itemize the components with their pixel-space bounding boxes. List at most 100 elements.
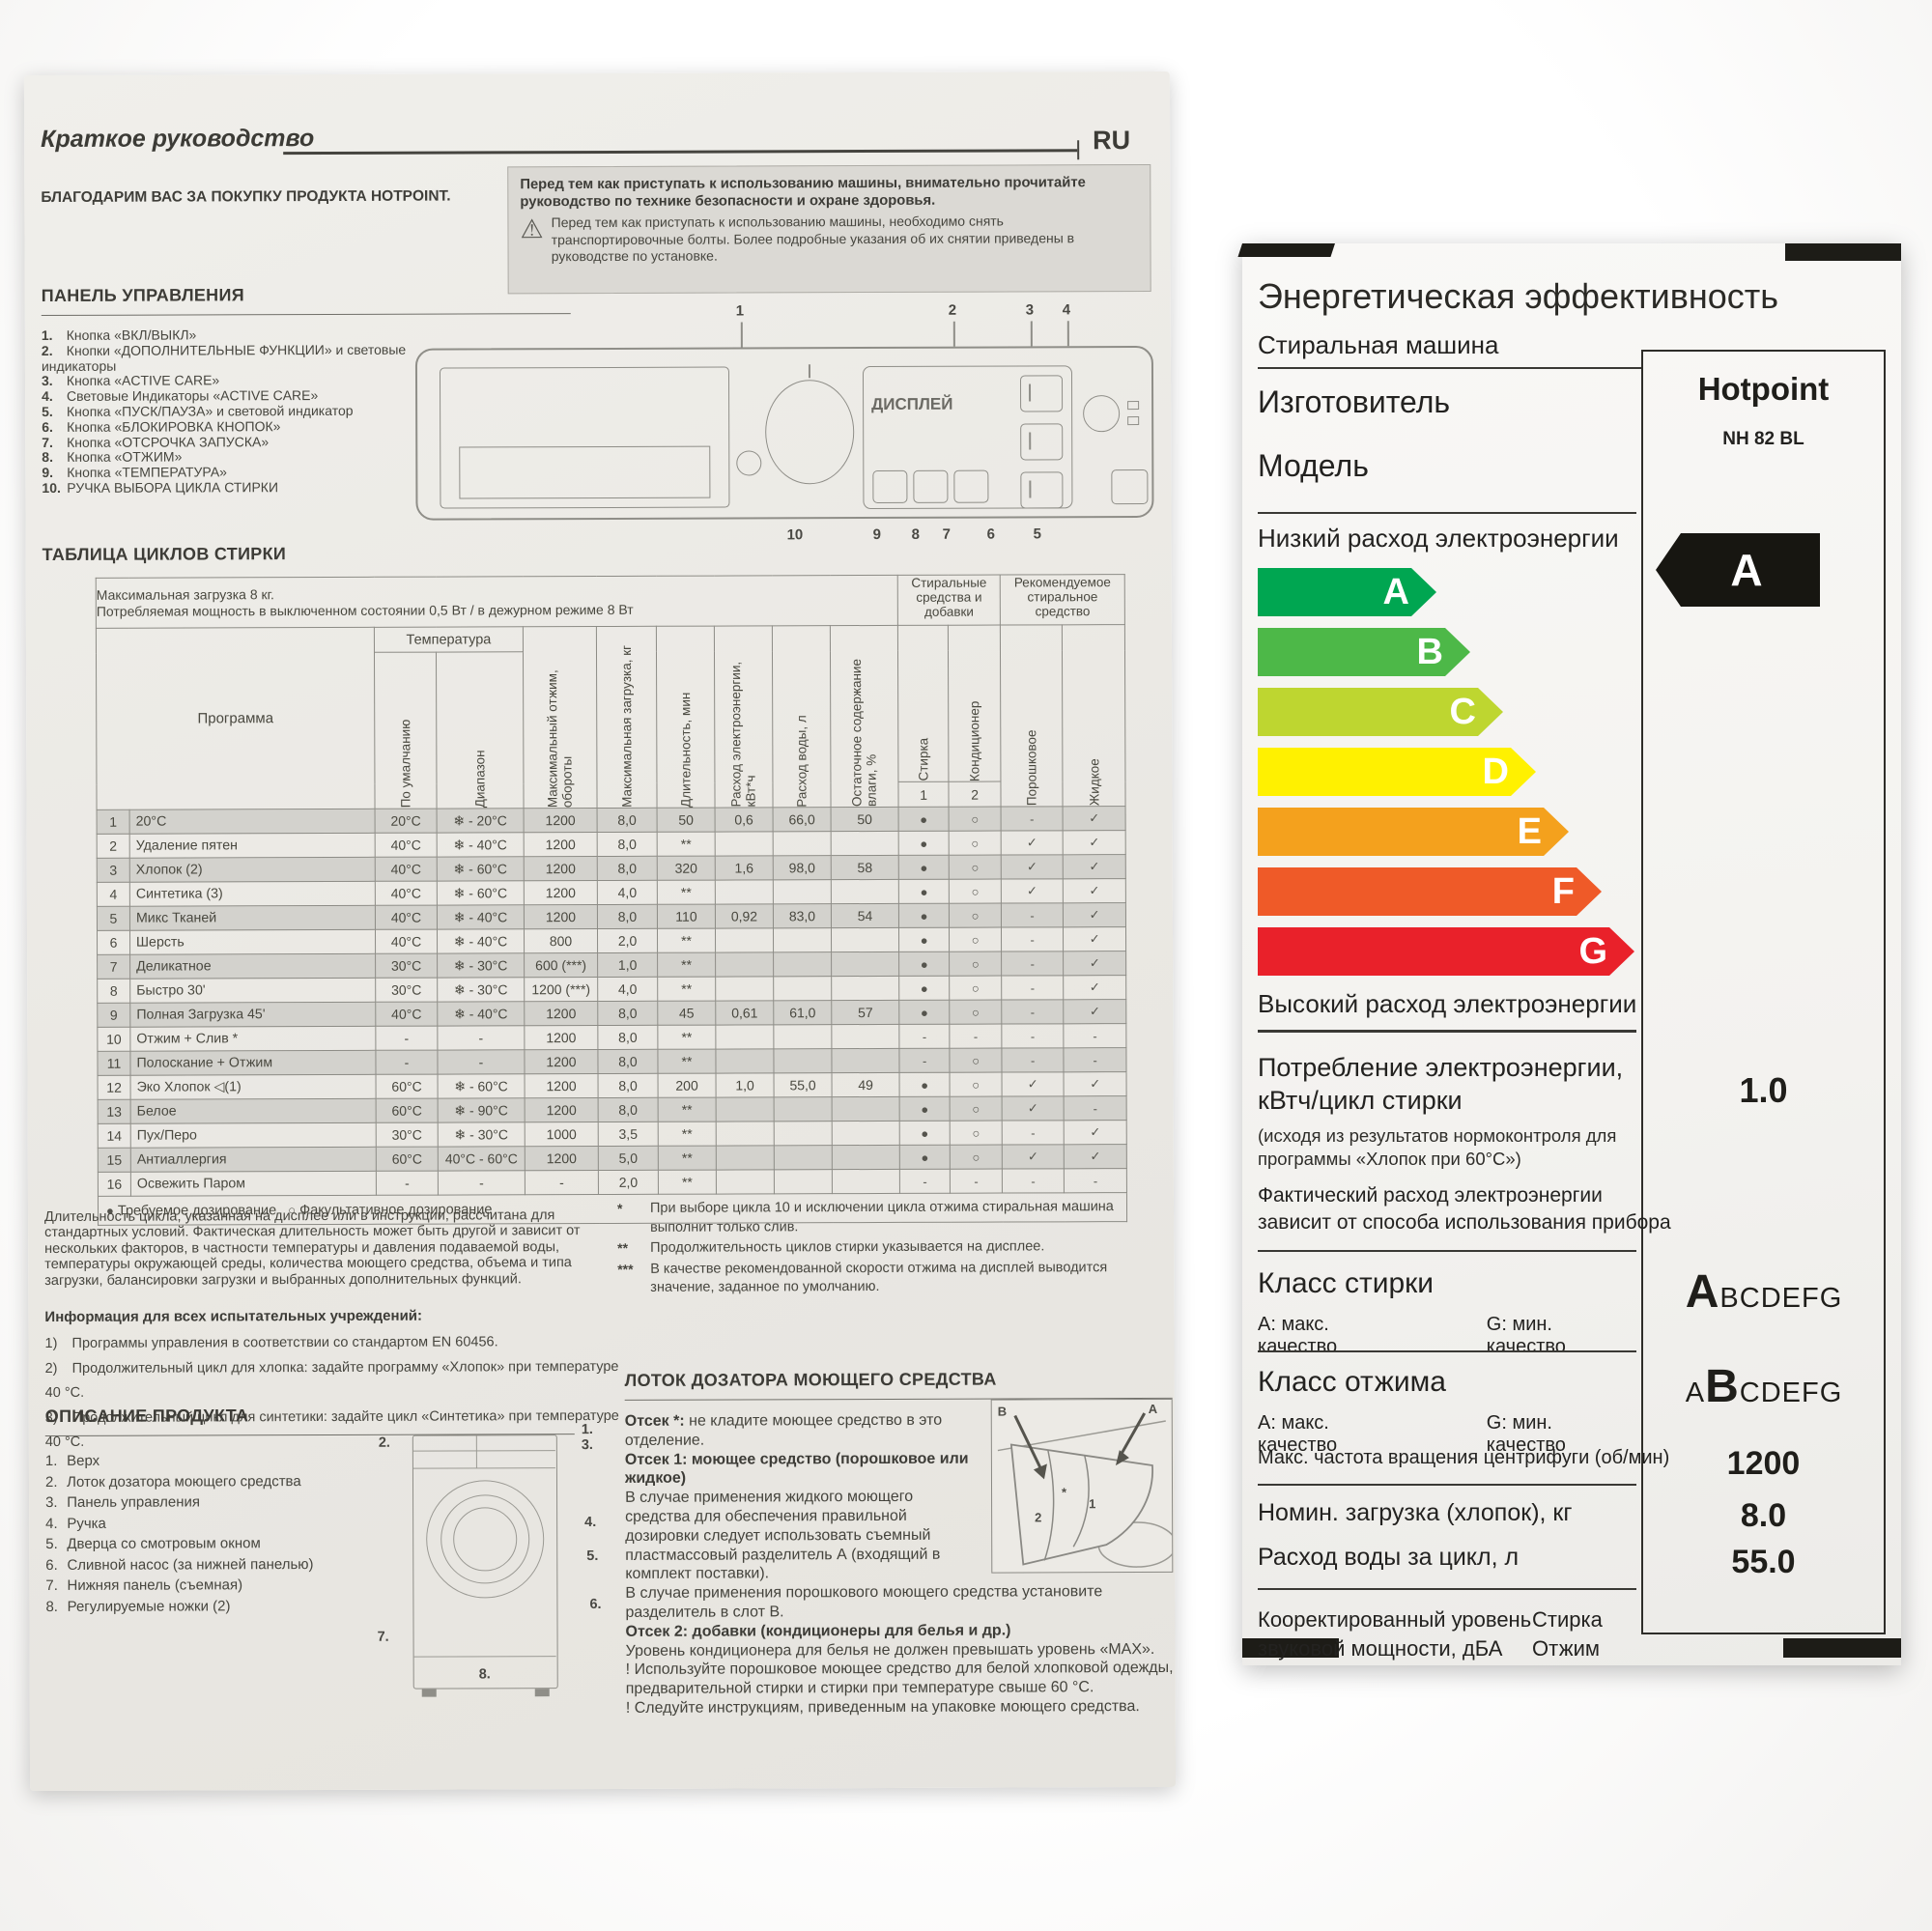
table-cell: Быстро 30' <box>129 978 376 1004</box>
table-cell: Хлопок (2) <box>129 857 376 883</box>
table-cell: ● <box>899 1145 951 1170</box>
callout-7: 7 <box>942 525 951 543</box>
load-label: Номин. загрузка (хлопок), кг <box>1258 1499 1573 1526</box>
table-cell: ● <box>898 903 950 928</box>
list-item: 2) Продолжительный цикл для хлопка: зада… <box>44 1358 619 1402</box>
table-cell: - <box>376 1171 439 1196</box>
rating-arrow: A <box>1656 533 1820 607</box>
table-cell: ○ <box>949 831 1002 856</box>
table-cell: 98,0 <box>773 855 832 880</box>
table-cell: 50 <box>831 807 899 832</box>
table-cell <box>773 1024 832 1049</box>
table-cell: 9 <box>97 1003 130 1028</box>
table-cell <box>831 831 899 856</box>
cycle-row: 13 Белое 60°C ❄ - 90°C 1200 8,0 ** ● ○ ✓ - <box>98 1095 1127 1124</box>
list-item: 2. Кнопки «ДОПОЛНИТЕЛЬНЫЕ ФУНКЦИИ» и све… <box>41 341 407 374</box>
warning-icon: ⚠ <box>520 214 544 244</box>
manufacturer-label: Изготовитель <box>1258 384 1451 419</box>
dispenser-label-a: A <box>1149 1402 1158 1416</box>
header-rule-tick <box>1077 140 1080 160</box>
list-item: 1. Верх <box>44 1452 100 1470</box>
cycles-notes: Максимальная загрузка 8 кг. Потребляемая … <box>96 575 898 629</box>
col-conditioner: Кондиционер <box>948 625 1002 782</box>
product-callout-2: 2. <box>378 1434 390 1451</box>
table-cell: Пух/Перо <box>130 1122 377 1149</box>
table-cell: ✓ <box>1063 902 1126 927</box>
table-cell: 1200 <box>524 832 598 857</box>
consumption-label-line1: Потребление электроэнергии, <box>1258 1053 1624 1082</box>
table-cell: ● <box>898 927 950 952</box>
table-cell: ❄ - 60°C <box>437 880 525 906</box>
table-cell: 7 <box>97 954 130 980</box>
table-cell: 8,0 <box>597 832 658 857</box>
col-water: Расход воды, л <box>772 625 832 808</box>
table-cell: ○ <box>949 879 1002 904</box>
table-cell: ❄ - 40°C <box>437 832 525 858</box>
star-footnotes: * При выборе цикла 10 и исключении цикла … <box>617 1198 1164 1299</box>
option-button-2 <box>1020 423 1064 461</box>
col-program: Программа <box>96 627 376 810</box>
machine-drawer-divider <box>475 1435 477 1468</box>
machine-top-line <box>412 1450 555 1452</box>
noise-modes: Стирка Отжим <box>1532 1605 1603 1663</box>
table-cell: 1,0 <box>597 952 658 978</box>
dispenser-label-1: 1 <box>1089 1496 1095 1511</box>
corner-mark <box>1237 243 1335 257</box>
cycle-row: 2 Удаление пятен 40°C ❄ - 40°C 1200 8,0 ** ● ○ ✓ ✓ <box>97 830 1126 859</box>
class-letter-C: C <box>1739 1283 1760 1314</box>
table-cell: - <box>1002 1047 1065 1073</box>
table-cell <box>715 951 774 978</box>
divider <box>1258 512 1636 514</box>
col-powder: Порошковое <box>1000 624 1064 808</box>
active-care-button <box>1083 395 1121 433</box>
table-cell: 1200 <box>525 1097 599 1122</box>
table-cell: 8,0 <box>597 808 658 833</box>
table-cell: Полоскание + Отжим <box>129 1050 377 1076</box>
table-cell: - <box>899 1048 951 1073</box>
table-cell: 30°C <box>376 1122 439 1148</box>
table-cell: ○ <box>950 1121 1003 1146</box>
machine-diagram <box>412 1434 558 1697</box>
cycle-row: 15 Антиаллергия 60°C 40°C - 60°C 1200 5,0 ** ● ○… <box>98 1144 1127 1173</box>
callout-4: 4 <box>1062 301 1071 319</box>
table-cell: ○ <box>949 1000 1002 1025</box>
table-cell: ✓ <box>1063 926 1126 951</box>
manual-page: Краткое руководство RU БЛАГОДАРИМ ВАС ЗА… <box>23 71 1177 1792</box>
col-moisture: Остаточное содержание влаги, % <box>830 625 899 808</box>
list-item: 7. Нижняя панель (съемная) <box>45 1576 243 1595</box>
model-label: Модель <box>1258 448 1369 483</box>
table-cell <box>774 1145 833 1170</box>
table-cell: ✓ <box>1063 999 1126 1024</box>
control-panel-diagram: ДИСПЛЕЙ <box>414 345 1154 521</box>
table-cell: ❄ - 30°C <box>437 977 525 1003</box>
cycle-row: 14 Пух/Перо 30°C ❄ - 30°C 1000 3,5 ** ● ○ - ✓ <box>98 1120 1127 1149</box>
wash-class-label: Класс стирки <box>1258 1267 1435 1299</box>
col-temperature: Температура <box>374 626 524 653</box>
table-cell <box>773 927 832 952</box>
table-cell: 200 <box>658 1073 717 1098</box>
table-cell: 40°C <box>375 881 438 906</box>
table-cell: 0,6 <box>715 807 774 833</box>
table-cell: - <box>1002 1120 1065 1146</box>
machine-bottom-line <box>413 1656 556 1658</box>
list-item: 3. Панель управления <box>45 1493 201 1512</box>
cycle-selector-knob <box>765 380 855 485</box>
noise-label-line2: звуковой мощности, дБА <box>1258 1636 1503 1661</box>
table-cell: ❄ - 40°C <box>437 928 525 954</box>
class-letter-E: E <box>1781 1283 1801 1314</box>
table-cell: 1200 <box>525 1073 599 1098</box>
table-cell: Освежить Паром <box>130 1171 377 1197</box>
table-cell: ○ <box>949 807 1002 832</box>
table-cell: - <box>898 1024 951 1049</box>
spin-class-label: Класс отжима <box>1258 1366 1446 1398</box>
class-letter-G: G <box>1819 1377 1842 1408</box>
table-cell: 1200 <box>524 808 598 833</box>
efficiency-letter: B <box>1416 631 1443 672</box>
active-care-indicator-2 <box>1127 416 1140 426</box>
table-cell: 2,0 <box>598 1170 659 1195</box>
col-range-temp: Диапазон <box>436 651 525 809</box>
table-cell: 0,61 <box>715 1000 774 1026</box>
table-cell: 60°C <box>376 1074 439 1099</box>
cycles-header-row: Программа Температура Максимальный отжим… <box>96 624 1126 810</box>
